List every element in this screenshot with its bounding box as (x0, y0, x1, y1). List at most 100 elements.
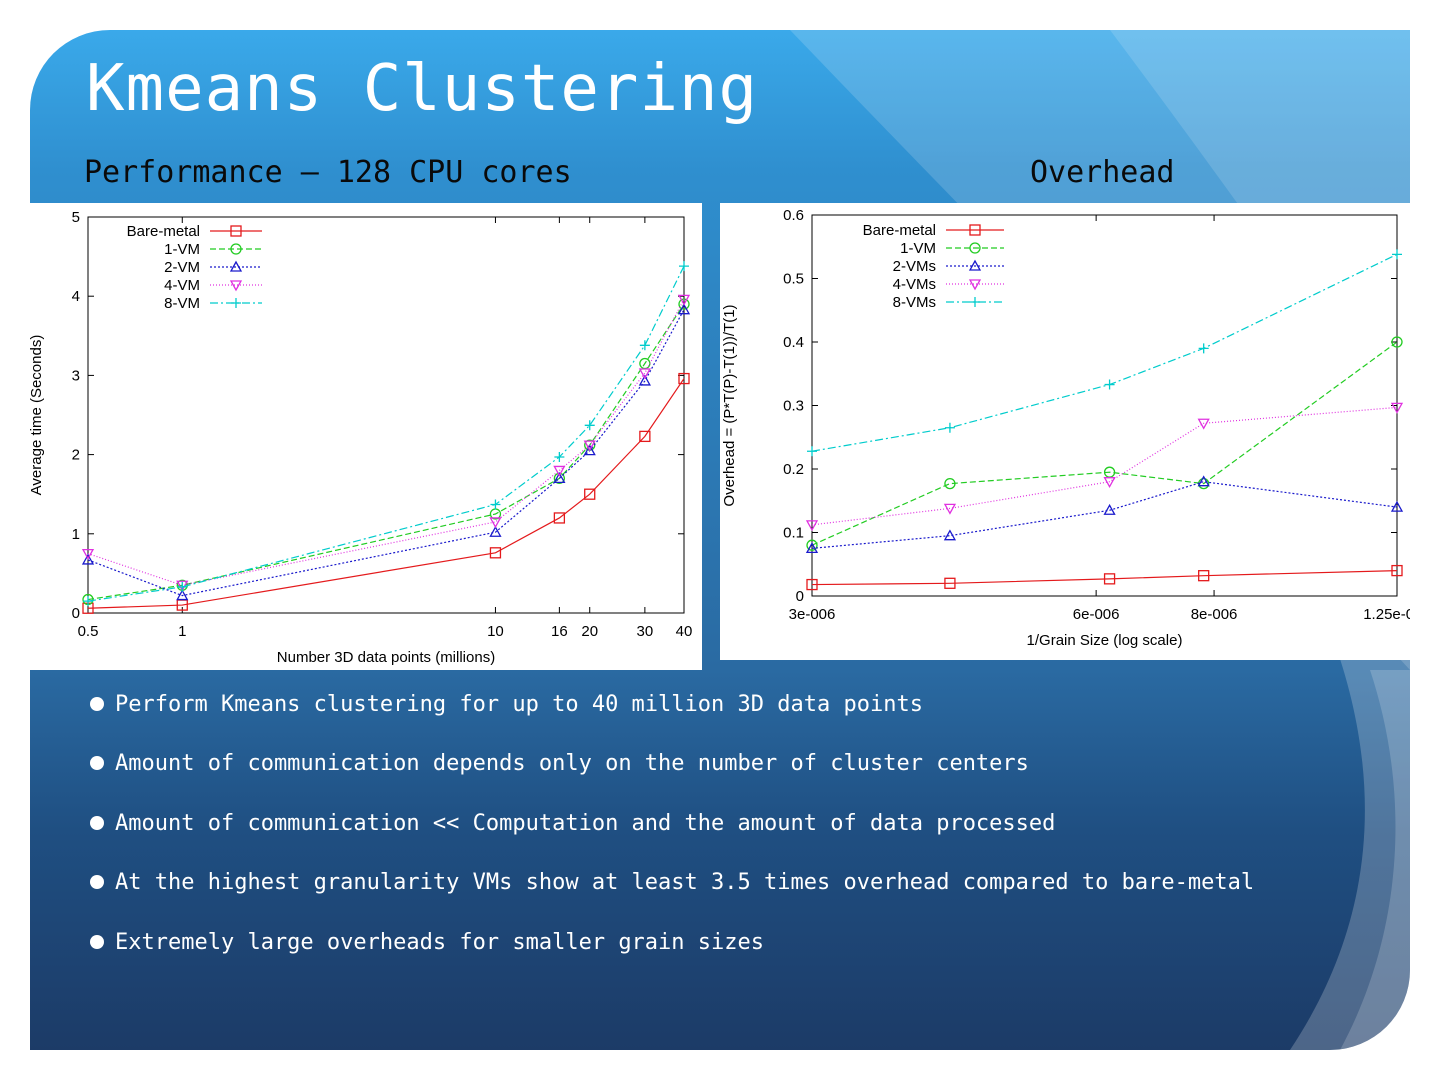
data-point (1197, 418, 1210, 430)
series-2-vms (805, 475, 1404, 554)
plot-frame (87, 216, 685, 614)
data-point (944, 577, 956, 589)
data-point (677, 294, 691, 306)
legend-label: 4-VM (164, 277, 200, 294)
y-tick-label: 1 (72, 526, 80, 543)
bullet-dot-icon (90, 816, 104, 830)
data-point (553, 465, 566, 477)
data-point (943, 503, 957, 515)
series-line (811, 406, 1398, 526)
legend-marker (229, 280, 243, 292)
series-line (87, 378, 685, 609)
data-point (638, 368, 651, 380)
data-point (1103, 503, 1116, 515)
series-4-vm (81, 294, 691, 592)
x-axis-label: 1/Grain Size (log scale) (1027, 632, 1183, 649)
data-point (1197, 475, 1210, 487)
data-point (489, 547, 502, 559)
x-axis-label: Number 3D data points (millions) (277, 649, 495, 666)
data-point (639, 340, 650, 351)
data-point (176, 589, 189, 601)
y-axis-label: Average time (Seconds) (30, 335, 45, 496)
legend-label: 1-VM (164, 241, 200, 258)
data-point (805, 520, 819, 532)
bullet-text: Amount of communication depends only on … (115, 751, 1029, 776)
series-line (811, 481, 1398, 549)
legend-marker (231, 298, 241, 308)
legend-label: 4-VMs (893, 276, 936, 293)
data-point (553, 472, 566, 484)
legend-marker (229, 260, 243, 272)
x-tick-label: 1.25e-005 (1363, 606, 1410, 623)
data-point (1198, 570, 1210, 582)
x-tick-label: 1 (178, 623, 186, 640)
data-point (553, 512, 566, 524)
x-tick-label: 0.5 (78, 623, 99, 640)
data-point (677, 303, 691, 315)
series-line (87, 303, 685, 601)
overhead-chart-panel: 0 0.1 0.2 0.3 0.4 0.5 0.6 3e-006 6e-006 8e-006 1.2… (720, 203, 1410, 660)
legend-label: 8-VMs (893, 294, 936, 311)
legend-label: Bare-metal (127, 223, 200, 240)
data-point (554, 451, 565, 462)
performance-chart-panel: 0 1 2 3 4 5 0.5 1 10 16 20 30 40 Number 3D data point… (30, 203, 702, 670)
data-point (1103, 477, 1116, 489)
bullet-text: Amount of communication << Computation a… (115, 811, 1056, 836)
data-point (805, 542, 819, 554)
series-1-vm (82, 298, 690, 606)
series-8-vm (83, 261, 689, 607)
y-tick-label: 4 (72, 288, 80, 305)
data-point (807, 446, 817, 457)
legend-label: 2-VMs (893, 258, 936, 275)
performance-chart: 0 1 2 3 4 5 0.5 1 10 16 20 30 40 Number 3D data point… (30, 209, 693, 666)
series-bare-metal (82, 372, 690, 614)
y-tick-label: 0 (796, 588, 804, 605)
data-point (489, 525, 502, 537)
data-point (177, 581, 188, 592)
overhead-subtitle: Overhead (1030, 155, 1175, 190)
data-point (638, 374, 651, 386)
series-1-vm (806, 336, 1403, 551)
data-point (943, 529, 957, 541)
data-point (490, 499, 501, 510)
series-bare-metal (806, 564, 1403, 591)
data-point (806, 539, 818, 551)
legend-marker (970, 297, 980, 307)
y-axis-label: Overhead = (P*T(P)-T(1))/T(1) (721, 304, 738, 506)
x-tick-label: 16 (551, 623, 568, 640)
data-point (489, 517, 502, 529)
data-point (1103, 573, 1116, 585)
data-point (83, 596, 93, 607)
background-swoosh (790, 30, 1410, 1050)
data-point (944, 422, 955, 433)
y-tick-label: 3 (72, 367, 80, 384)
data-point (81, 548, 95, 560)
data-point (678, 298, 690, 310)
series-line (811, 341, 1398, 546)
data-point (583, 440, 596, 452)
data-point (1198, 343, 1209, 354)
data-point (584, 488, 596, 500)
legend-marker (968, 259, 982, 271)
data-point (1390, 500, 1404, 512)
x-tick-label: 30 (637, 623, 654, 640)
data-point (1391, 564, 1403, 577)
legend-label: 8-VM (164, 295, 200, 312)
series-line (87, 265, 685, 602)
x-tick-label: 40 (676, 623, 693, 640)
data-point (81, 553, 95, 565)
data-point (639, 430, 651, 443)
data-point (583, 444, 596, 456)
data-point (1390, 402, 1404, 414)
legend-marker (230, 243, 242, 255)
legend-marker (968, 279, 982, 291)
bullet-text: Extremely large overheads for smaller gr… (115, 930, 765, 955)
y-tick-label: 0.5 (783, 271, 804, 288)
bullet-dot-icon (90, 935, 104, 949)
y-tick-label: 0.3 (783, 398, 804, 415)
data-point (1104, 379, 1115, 390)
series-4-vms (805, 402, 1404, 532)
y-tick-label: 0.1 (783, 525, 804, 542)
bullet-dot-icon (90, 756, 104, 770)
series-line (811, 570, 1398, 586)
